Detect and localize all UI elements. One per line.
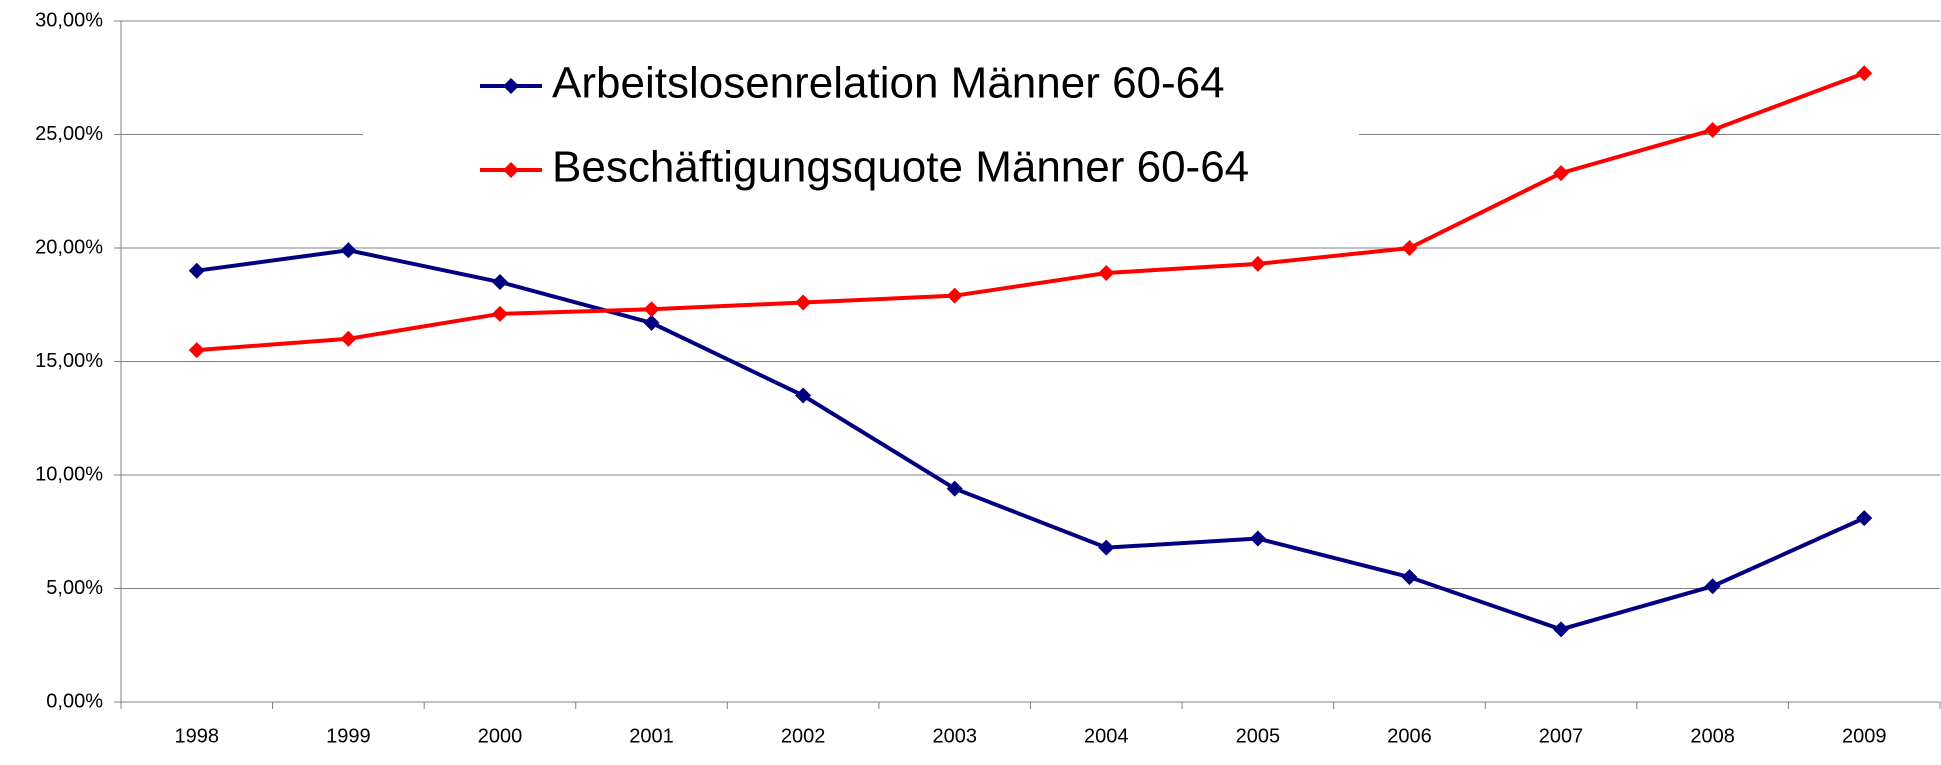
x-tick-label: 2009 [1842,725,1887,747]
data-point [643,301,660,318]
data-point [1704,578,1721,595]
x-tick-label: 2002 [781,725,826,747]
x-tick-label: 2004 [1084,725,1129,747]
y-tick-label: 0,00% [46,690,103,712]
data-point [643,314,660,331]
x-tick-label: 2008 [1690,725,1735,747]
data-point [340,242,357,259]
x-tick-label: 2001 [629,725,674,747]
y-tick-label: 10,00% [35,463,103,485]
data-point [1553,165,1570,182]
legend-box [363,48,1359,206]
series-line [196,248,1866,632]
data-point [1856,65,1873,82]
data-point [188,262,205,279]
data-point [1856,510,1873,527]
y-tick-label: 15,00% [35,350,103,372]
data-point [1401,240,1418,256]
series-line [196,71,1865,353]
data-point [340,330,357,347]
data-point [1401,569,1418,586]
data-point [491,274,508,291]
legend-label: Beschäftigungsquote Männer 60-64 [552,143,1249,192]
x-tick-label: 1999 [326,725,371,747]
data-point [795,387,812,404]
x-tick-label: 1998 [175,725,220,747]
x-tick-label: 2005 [1236,725,1281,747]
data-point [946,480,963,497]
x-tick-label: 2000 [478,725,523,747]
data-point [1098,539,1115,556]
data-point [946,287,963,304]
data-point [1098,264,1115,281]
y-tick-label: 25,00% [35,123,103,145]
x-tick-label: 2006 [1387,725,1432,747]
data-point [795,294,812,311]
data-point [1704,121,1721,138]
x-tick-label: 2007 [1539,725,1584,747]
data-point [491,305,508,322]
legend-marker [503,162,519,178]
data-point [1249,530,1266,547]
y-tick-label: 20,00% [35,236,103,258]
y-tick-label: 5,00% [46,577,103,599]
legend-label: Arbeitslosenrelation Männer 60-64 [552,59,1225,108]
x-tick-label: 2003 [932,725,977,747]
legend-marker [503,78,519,94]
data-point [1249,255,1266,272]
y-tick-label: 30,00% [35,9,103,31]
data-point [1553,621,1570,638]
data-point [188,342,205,359]
